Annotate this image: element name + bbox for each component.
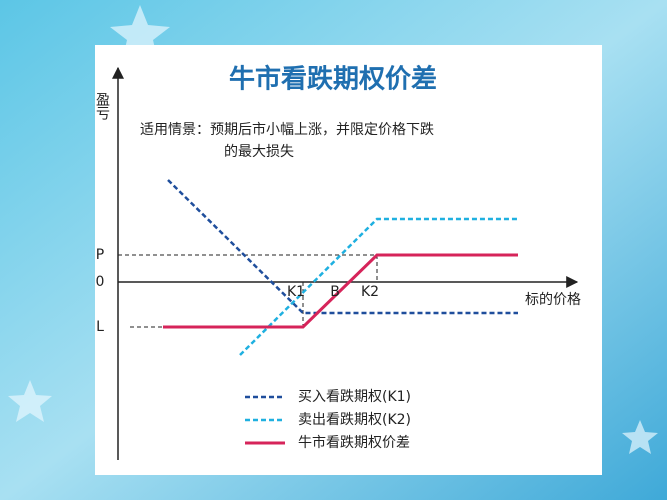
panel [95,45,602,475]
guide-lines [118,254,378,328]
y-label: P [96,247,104,263]
legend-label: 牛市看跌期权价差 [298,434,410,451]
y-label: L [96,319,104,335]
description: 的最大损失 [224,144,294,160]
y-label: 0 [96,274,105,290]
x-label: K2 [361,284,379,300]
long-put-line [167,179,518,315]
decor-stars [8,5,658,454]
short-put-line [239,217,518,356]
description: 适用情景：预期后市小幅上涨，并限定价格下跌 [140,121,434,138]
title: 牛市看跌期权价差 [229,64,437,95]
legend-label: 买入看跌期权(K1) [298,389,411,405]
x-label: B [330,284,340,300]
x-axis-label: 标的价格 [525,292,581,308]
x-label: K1 [287,284,305,300]
spread-line [163,253,518,329]
legend-label: 卖出看跌期权(K2) [298,412,411,428]
y-axis-label: 盈亏 [94,92,110,120]
